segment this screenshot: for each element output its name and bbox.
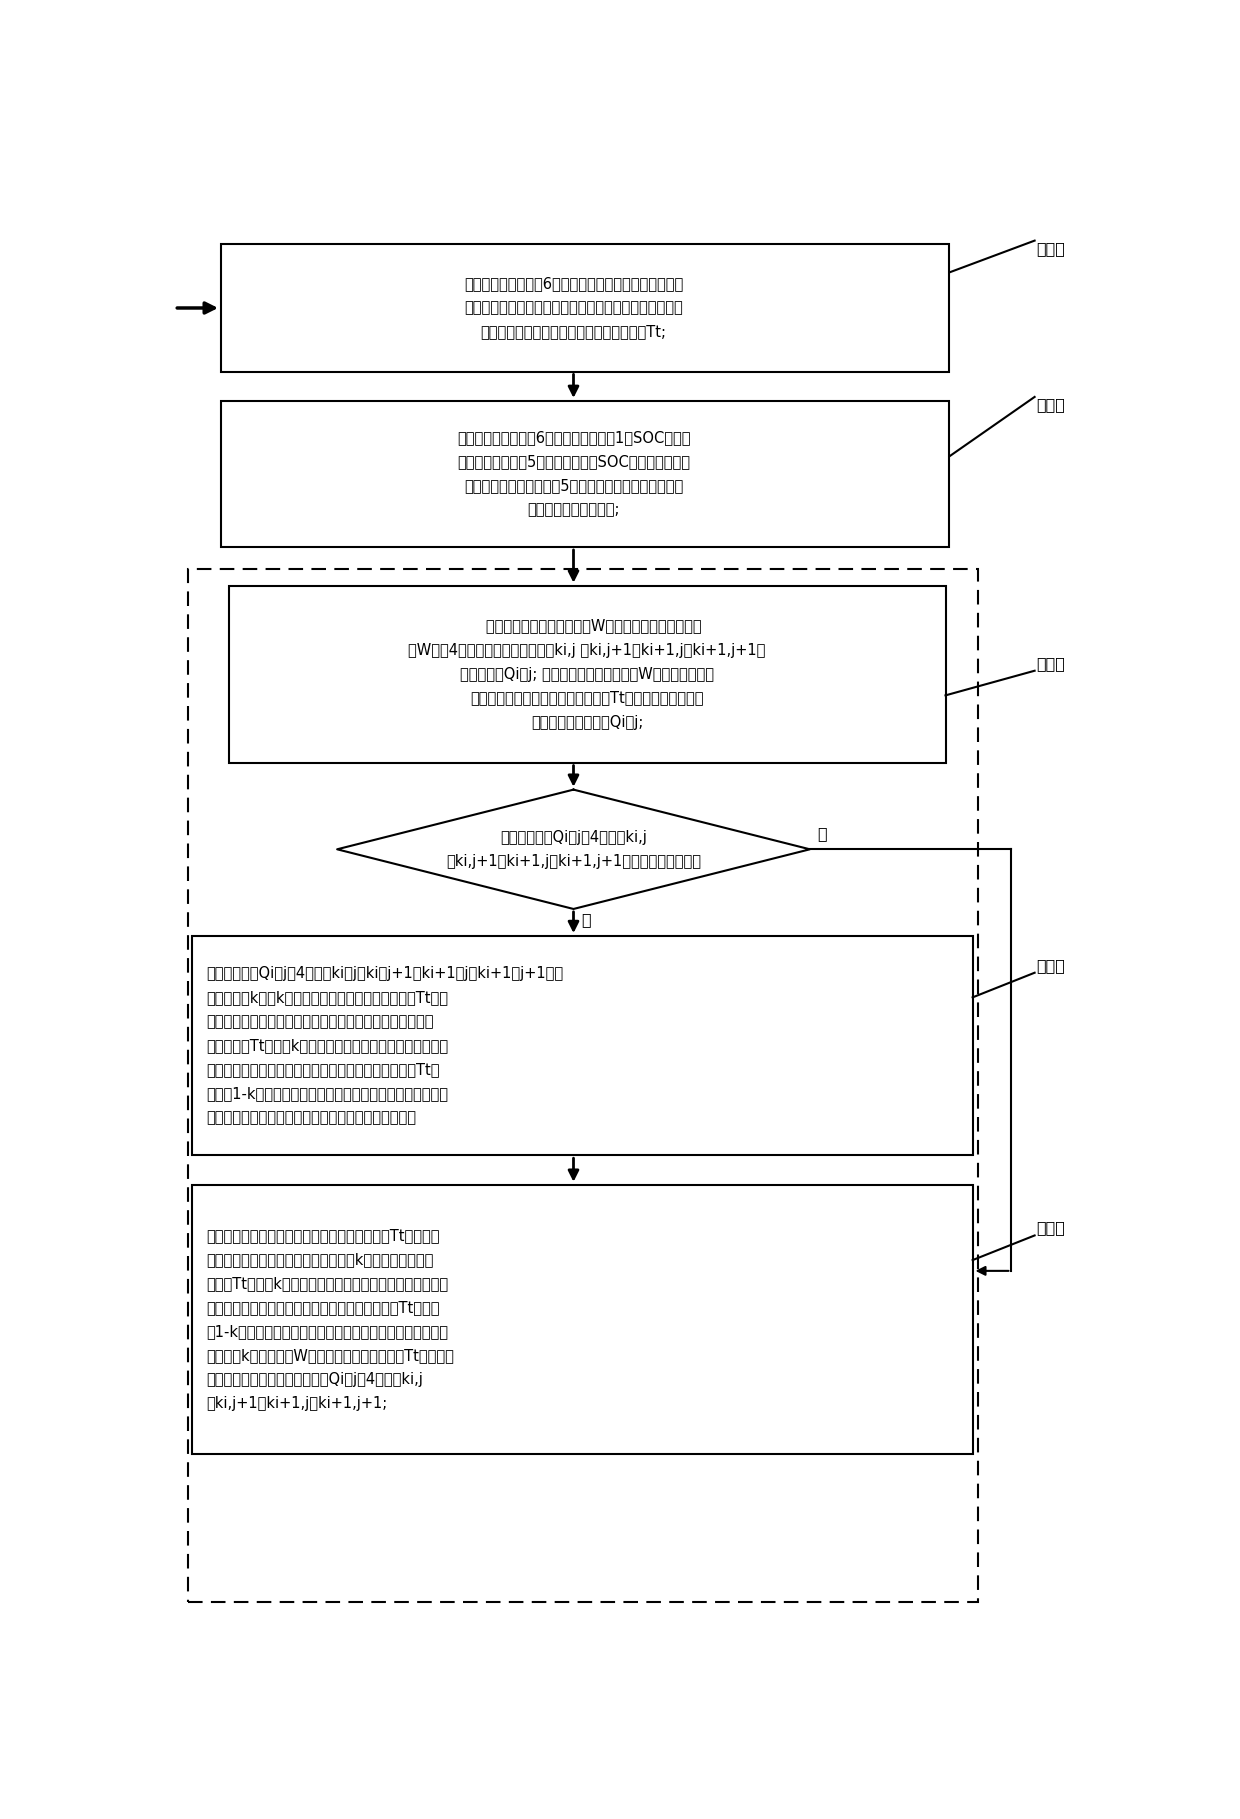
Text: 设定最优转矩分配系数矩阵W，在最优转矩分配系数矩
阵W内，4个相邻转矩优化分配系数ki,j 、ki,j+1、ki+1,j、ki+1,j+1构
成矩阵网格Qi，j: 设定最优转矩分配系数矩阵W，在最优转矩分配系数矩 阵W内，4个相邻转矩优化分配系… — [408, 618, 766, 729]
Text: 步骤四: 步骤四 — [1037, 959, 1065, 973]
Text: 判断矩阵网格Qi，j的4个节点ki,j
、ki,j+1、ki+1,j、ki+1,j+1中任一节点数值为空: 判断矩阵网格Qi，j的4个节点ki,j 、ki,j+1、ki+1,j、ki+1,… — [446, 829, 701, 869]
Bar — [192, 1184, 972, 1453]
Bar — [221, 244, 950, 371]
Bar — [221, 400, 950, 548]
Text: 步骤三: 步骤三 — [1037, 655, 1065, 671]
Text: 否: 否 — [582, 911, 591, 928]
Bar — [192, 937, 972, 1155]
Text: 步骤二: 步骤二 — [1037, 397, 1065, 411]
Text: 计算矩阵网格Qi，j的4个节点ki，j、ki，j+1、ki+1，j、ki+1，j+1的数
值的平均值k，以k作为电动汽车三个驱动电机总转矩Tt和电
动汽车的实时: 计算矩阵网格Qi，j的4个节点ki，j、ki，j+1、ki+1，j、ki+1，j… — [206, 966, 563, 1126]
Bar — [187, 569, 978, 1603]
Text: 步骤一: 步骤一 — [1037, 240, 1065, 256]
Polygon shape — [337, 789, 810, 910]
Text: 步骤五: 步骤五 — [1037, 1221, 1065, 1235]
Text: 是: 是 — [817, 826, 827, 842]
Text: 信号检测及调理单元6实时检测电动汽车的速度信号、三
个驱动电机的转速信号、电动汽车加速踏板开度信号，计
算电动汽车运行过程中三个驱动电机总转矩Tt;: 信号检测及调理单元6实时检测电动汽车的速度信号、三 个驱动电机的转速信号、电动汽… — [464, 276, 683, 340]
Text: 信号检测及调理单元6实时检测动力电池1的SOC信号，
发送至控制器单元5，当动力电池的SOC小于电动车允许
运行下限时，控制器单元5发送停车指令，电动汽车停止
: 信号检测及调理单元6实时检测动力电池1的SOC信号， 发送至控制器单元5，当动力… — [456, 431, 691, 517]
Text: 采用搜索法搜索电动汽车三个驱动电机的总转矩Tt和电动汽
车的实时速度所对应的转矩优分配系数k，将三个驱动电机
总转矩Tt按数值k分配给两个前轮驱动电机，两个前轮: 采用搜索法搜索电动汽车三个驱动电机的总转矩Tt和电动汽 车的实时速度所对应的转矩… — [206, 1228, 454, 1412]
Bar — [228, 586, 945, 762]
